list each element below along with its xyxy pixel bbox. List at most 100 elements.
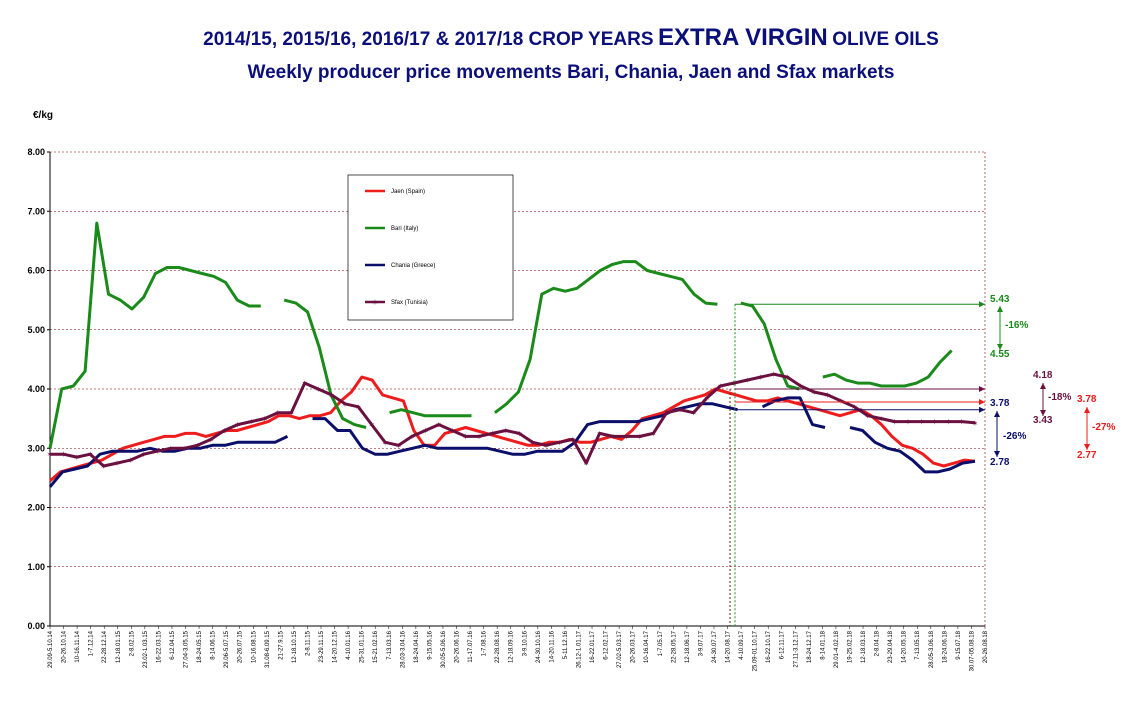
x-tick-label: 3-9.10.16 xyxy=(522,630,528,656)
sfax-marker: ✶ xyxy=(395,441,402,450)
legend-label: Bari (Italy) xyxy=(391,226,418,232)
reference-lines xyxy=(729,301,985,626)
y-tick-label: 6.00 xyxy=(27,266,45,276)
x-tick-label: 18-24.12.17 xyxy=(807,630,813,663)
chart-subtitle: Weekly producer price movements Bari, Ch… xyxy=(248,62,895,83)
x-tick-label: 14-20.12.15 xyxy=(333,630,339,663)
x-tick-label: 27.11-3.12.17 xyxy=(793,630,799,667)
sfax-marker: ✶ xyxy=(838,397,845,406)
annotation-label: 4.18 xyxy=(1033,370,1053,381)
y-tick-label: 2.00 xyxy=(27,503,45,513)
series-line-sfax xyxy=(50,372,976,468)
sfax-marker: ✶ xyxy=(784,373,791,382)
x-tick-label: 4-10.01.16 xyxy=(346,630,352,659)
x-tick-label: 23-29.04.18 xyxy=(888,630,894,663)
arrow-head-up xyxy=(1040,383,1046,389)
x-tick-label: 6-12.04.15 xyxy=(170,630,176,659)
annotation-label: 2.77 xyxy=(1077,450,1097,461)
sfax-marker: ✶ xyxy=(771,370,778,379)
x-tick-label: 12-18.06.17 xyxy=(685,630,691,663)
x-tick-label: 22-28.08.16 xyxy=(495,630,501,663)
arrow-head-up xyxy=(1084,407,1090,413)
sfax-marker: ✶ xyxy=(905,418,912,427)
x-tick-label: 22-28.05.17 xyxy=(671,630,677,663)
sfax-marker: ✶ xyxy=(918,418,925,427)
annotation-label: 3.78 xyxy=(1077,394,1097,405)
x-tick-label: 18-24.06.18 xyxy=(942,630,948,663)
reference-arrow xyxy=(979,399,985,406)
chart-title: 2014/15, 2015/16, 2016/17 & 2017/18 CROP… xyxy=(203,24,939,51)
x-tick-label: 29.01-4.02.18 xyxy=(834,630,840,668)
sfax-marker: ✶ xyxy=(663,409,670,418)
x-tick-label: 28.05-3.06.18 xyxy=(929,630,935,668)
x-tick-label: 25.09-01.10.17 xyxy=(753,630,759,671)
sfax-marker: ✶ xyxy=(382,438,389,447)
x-tick-label: 20-26.07.15 xyxy=(238,630,244,663)
x-tick-label: 2-8.11.15 xyxy=(305,630,311,656)
x-tick-label: 26.12-1.01.17 xyxy=(576,630,582,668)
annotation-label: -16% xyxy=(1005,320,1028,331)
x-tick-label: 12-18.09.16 xyxy=(509,630,515,663)
sfax-marker: ✶ xyxy=(610,432,617,441)
x-tick-label: 22-28.12.14 xyxy=(102,630,108,663)
x-tick-label: 6-12.02.17 xyxy=(604,630,610,659)
sfax-marker: ✶ xyxy=(637,432,644,441)
annotation-label: -18% xyxy=(1048,392,1071,403)
sfax-marker: ✶ xyxy=(543,441,550,450)
sfax-marker: ✶ xyxy=(797,382,804,391)
sfax-marker: ✶ xyxy=(301,379,308,388)
sfax-marker: ✶ xyxy=(409,432,416,441)
sfax-marker: ✶ xyxy=(315,385,322,394)
sfax-marker: ✶ xyxy=(140,450,147,459)
sfax-marker: ✶ xyxy=(288,409,295,418)
x-tick-label: 9-15.05.16 xyxy=(427,630,433,659)
sfax-marker: ✶ xyxy=(972,419,979,428)
sfax-marker: ✶ xyxy=(127,456,134,465)
sfax-marker: ✶ xyxy=(690,409,697,418)
sfax-marker: ✶ xyxy=(234,421,241,430)
x-tick-label: 16-22.03.15 xyxy=(156,630,162,663)
sfax-marker: ✶ xyxy=(556,438,563,447)
annotation-label: 5.43 xyxy=(990,294,1010,305)
x-tick-label: 2-8.04.18 xyxy=(875,630,881,656)
sfax-marker: ✶ xyxy=(811,388,818,397)
x-tick-label: 1-7.05.17 xyxy=(658,630,664,656)
x-tick-label: 16-22.10.17 xyxy=(766,630,772,663)
legend: Jaen (Spain) Bari (Italy) Chania (Greece) ✶… xyxy=(347,174,514,321)
x-tick-label: 5-11.12.16 xyxy=(563,630,569,659)
sfax-marker: ✶ xyxy=(275,409,282,418)
x-tick-label: 14-20.11.16 xyxy=(549,630,555,662)
x-tick-label: 7-13.05.18 xyxy=(915,630,921,659)
sfax-marker: ✶ xyxy=(47,450,54,459)
sfax-marker: ✶ xyxy=(342,400,349,409)
sfax-marker: ✶ xyxy=(516,429,523,438)
x-tick-label: 14-20.05.18 xyxy=(902,630,908,663)
x-tick-label: 8-14.06.15 xyxy=(211,630,217,659)
sfax-marker: ✶ xyxy=(194,441,201,450)
sfax-marker: ✶ xyxy=(435,421,442,430)
x-tick-label: 27.04-3.05.15 xyxy=(184,630,190,668)
x-tick-label: 20-26.06.16 xyxy=(455,630,461,663)
x-tick-label: 18-24.05.15 xyxy=(197,630,203,663)
sfax-marker: ✶ xyxy=(114,459,121,468)
sfax-marker: ✶ xyxy=(154,447,161,456)
reference-arrow xyxy=(979,406,985,413)
sfax-marker: ✶ xyxy=(422,426,429,435)
x-tick-label: 7-13.03.16 xyxy=(387,630,393,659)
sfax-marker: ✶ xyxy=(368,421,375,430)
y-tick-label: 4.00 xyxy=(27,384,45,394)
x-tick-label: 19-25.02.18 xyxy=(847,630,853,663)
y-axis: 0.00 1.00 2.00 3.00 4.00 5.00 6.00 7.00 8.00 xyxy=(27,147,50,631)
sfax-marker: ✶ xyxy=(502,426,509,435)
sfax-marker: ✶ xyxy=(529,438,536,447)
sfax-marker: ✶ xyxy=(60,450,67,459)
legend-label: Chania (Greece) xyxy=(391,263,435,269)
x-tick-label: 10-16.08.15 xyxy=(251,630,257,663)
sfax-marker: ✶ xyxy=(100,462,107,471)
series-line-chania xyxy=(48,396,976,488)
annotation-label: 3.78 xyxy=(990,398,1010,409)
sfax-marker: ✶ xyxy=(476,432,483,441)
x-tick-label: 10-16.11.14 xyxy=(75,630,81,662)
annotation-label: 4.55 xyxy=(990,349,1010,360)
